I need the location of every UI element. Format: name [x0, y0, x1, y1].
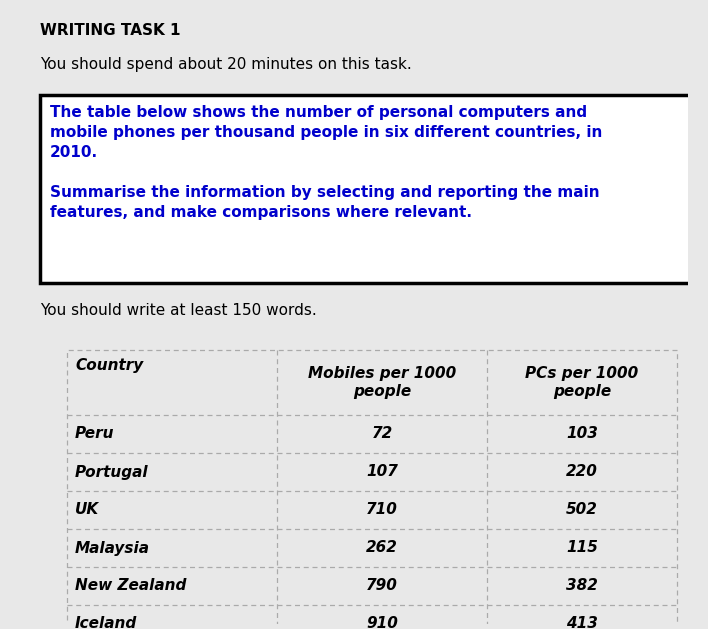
Text: 220: 220: [566, 464, 598, 479]
Text: mobile phones per thousand people in six different countries, in: mobile phones per thousand people in six…: [50, 125, 603, 140]
Text: The table below shows the number of personal computers and: The table below shows the number of pers…: [50, 105, 587, 120]
Text: 262: 262: [366, 540, 398, 555]
Text: New Zealand: New Zealand: [75, 579, 186, 594]
Text: 2010.: 2010.: [50, 145, 98, 160]
Text: Malaysia: Malaysia: [75, 540, 150, 555]
Text: PCs per 1000
people: PCs per 1000 people: [525, 366, 639, 399]
Text: Mobiles per 1000
people: Mobiles per 1000 people: [308, 366, 456, 399]
Text: 382: 382: [566, 579, 598, 594]
Text: features, and make comparisons where relevant.: features, and make comparisons where rel…: [50, 205, 472, 220]
Text: Peru: Peru: [75, 426, 115, 442]
Text: 103: 103: [566, 426, 598, 442]
Text: 910: 910: [366, 616, 398, 629]
Text: 790: 790: [366, 579, 398, 594]
Text: UK: UK: [75, 503, 99, 518]
Text: Country: Country: [75, 358, 143, 373]
Text: 72: 72: [372, 426, 393, 442]
Text: 107: 107: [366, 464, 398, 479]
FancyBboxPatch shape: [40, 95, 692, 283]
Text: You should write at least 150 words.: You should write at least 150 words.: [40, 303, 316, 318]
Text: 502: 502: [566, 503, 598, 518]
Text: Portugal: Portugal: [75, 464, 149, 479]
Text: 115: 115: [566, 540, 598, 555]
Text: 710: 710: [366, 503, 398, 518]
Text: Iceland: Iceland: [75, 616, 137, 629]
Text: WRITING TASK 1: WRITING TASK 1: [40, 23, 181, 38]
Text: 413: 413: [566, 616, 598, 629]
Text: You should spend about 20 minutes on this task.: You should spend about 20 minutes on thi…: [40, 57, 412, 72]
Text: Summarise the information by selecting and reporting the main: Summarise the information by selecting a…: [50, 185, 600, 200]
